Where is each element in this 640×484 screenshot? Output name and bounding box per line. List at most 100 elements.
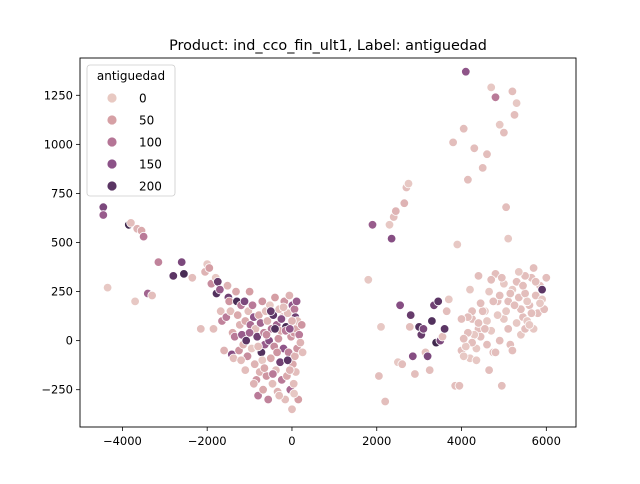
data-point — [222, 281, 233, 291]
data-point — [138, 231, 149, 242]
legend-marker — [106, 136, 118, 148]
data-point — [511, 318, 522, 328]
y-axis: −250 0 250 500 750 1000 1250 — [41, 88, 80, 397]
data-point — [240, 365, 251, 375]
data-point — [473, 271, 484, 281]
data-point — [461, 66, 471, 77]
data-point — [374, 371, 384, 381]
data-point — [537, 284, 547, 295]
data-point — [406, 310, 416, 320]
data-point — [294, 330, 304, 340]
x-tick-label: −2000 — [188, 434, 227, 448]
data-point — [187, 273, 198, 283]
data-point — [270, 324, 280, 334]
data-point — [291, 296, 302, 307]
x-tick-label: −4000 — [103, 434, 142, 448]
data-point — [215, 284, 225, 295]
data-point — [499, 127, 509, 138]
data-point — [130, 296, 140, 307]
data-point — [253, 390, 263, 401]
x-tick-label: 0 — [288, 434, 295, 448]
x-tick-label: 4000 — [447, 434, 476, 448]
data-point — [459, 351, 469, 362]
data-point — [262, 316, 273, 326]
data-point — [456, 314, 467, 324]
data-point — [459, 334, 469, 344]
y-tick-label: 0 — [66, 334, 73, 348]
data-point — [259, 363, 270, 373]
data-point — [486, 275, 496, 285]
data-point — [257, 296, 268, 307]
data-point — [475, 298, 486, 309]
data-point — [495, 335, 505, 346]
y-tick-label: 250 — [51, 285, 73, 299]
data-point — [469, 143, 480, 154]
data-point — [509, 300, 520, 311]
data-point — [275, 357, 285, 367]
data-point — [98, 202, 109, 212]
data-point — [168, 271, 179, 281]
y-tick-label: 1000 — [44, 137, 73, 151]
data-point — [287, 316, 297, 326]
data-point — [488, 296, 499, 307]
legend-frame — [86, 64, 176, 197]
data-point — [463, 174, 473, 185]
data-point — [249, 379, 259, 389]
legend-label: 50 — [139, 114, 154, 128]
data-point — [478, 163, 488, 173]
legend-label: 150 — [139, 158, 162, 172]
data-point — [225, 306, 236, 316]
data-point — [495, 290, 505, 301]
data-point — [528, 263, 539, 273]
data-point — [395, 300, 405, 311]
data-point — [461, 341, 471, 352]
data-point — [257, 355, 268, 366]
data-point — [285, 365, 295, 375]
data-point — [287, 404, 297, 415]
data-point — [497, 273, 507, 283]
data-point — [433, 296, 443, 307]
data-point — [215, 306, 226, 316]
points-layer — [98, 66, 552, 415]
x-tick-label: 2000 — [362, 434, 391, 448]
data-point — [454, 381, 465, 391]
data-point — [507, 86, 518, 97]
data-point — [511, 98, 522, 108]
data-point — [405, 322, 415, 332]
data-point — [497, 381, 507, 391]
data-point — [509, 110, 520, 120]
data-point — [376, 322, 386, 332]
data-point — [484, 286, 494, 297]
data-point — [232, 310, 243, 320]
data-point — [267, 379, 278, 389]
legend-title: antiguedad — [97, 69, 165, 83]
legend-marker — [106, 180, 118, 192]
data-point — [422, 351, 433, 362]
data-point — [289, 388, 299, 399]
data-point — [219, 345, 229, 356]
legend: antiguedad 0 50 100 150 200 — [86, 64, 176, 197]
data-point — [363, 275, 374, 285]
data-point — [439, 324, 450, 334]
data-point — [276, 314, 287, 324]
y-tick-label: 750 — [51, 186, 73, 200]
data-point — [284, 290, 295, 301]
data-point — [274, 390, 284, 401]
chart-title: Product: ind_cco_fin_ult1, Label: antigu… — [169, 38, 487, 54]
x-axis: −4000 −2000 0 2000 4000 6000 — [103, 427, 561, 448]
data-point — [448, 137, 458, 148]
data-point — [384, 220, 395, 230]
data-point — [285, 324, 295, 334]
data-point — [437, 332, 448, 342]
data-point — [505, 288, 516, 299]
data-point — [399, 198, 410, 208]
data-point — [490, 92, 501, 103]
data-point — [442, 306, 452, 316]
data-point — [501, 306, 511, 316]
data-point — [418, 324, 429, 334]
data-point — [176, 257, 187, 267]
data-point — [179, 269, 189, 279]
data-point — [98, 210, 109, 220]
data-point — [503, 233, 513, 244]
